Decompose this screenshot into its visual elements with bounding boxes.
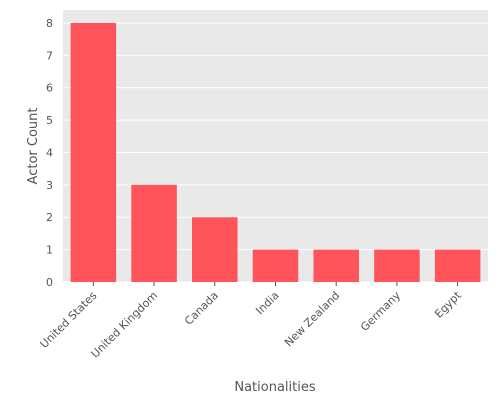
y-tick-label: 6 [46, 82, 53, 95]
bar [70, 22, 117, 282]
x-tick-label: Egypt [432, 288, 464, 320]
x-tick-label: United Kingdom [89, 289, 161, 361]
x-tick-label: India [253, 289, 281, 317]
y-tick-label: 5 [46, 114, 53, 127]
plot-area [63, 10, 488, 282]
bar [252, 249, 299, 282]
y-tick-label: 3 [46, 179, 53, 192]
bar [313, 249, 359, 282]
bar [434, 249, 481, 282]
y-tick-label: 1 [46, 244, 53, 257]
y-tick-label: 0 [46, 276, 53, 289]
y-tick-label: 7 [46, 49, 53, 62]
x-tick-label: Canada [182, 289, 221, 328]
x-tick-label: Germany [358, 289, 403, 334]
x-tick-label: New Zealand [282, 289, 342, 349]
y-tick-labels: 0 1 2 3 4 5 6 7 8 [46, 17, 53, 289]
y-tick-label: 8 [46, 17, 53, 30]
y-tick-label: 4 [46, 146, 53, 159]
x-tick-label: United States [38, 289, 100, 351]
y-axis-label: Actor Count [26, 108, 41, 185]
x-axis-label: Nationalities [234, 380, 315, 395]
bar [374, 249, 420, 282]
y-tick-label: 2 [46, 211, 53, 224]
bar [192, 217, 238, 282]
bar [131, 184, 177, 282]
bars [70, 22, 481, 282]
